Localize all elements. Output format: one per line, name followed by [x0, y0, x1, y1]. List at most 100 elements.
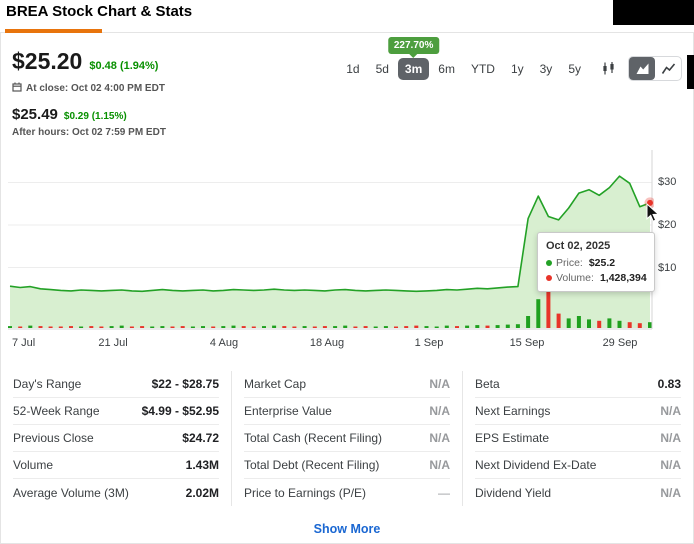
stat-row: Next Dividend Ex-Date N/A [475, 452, 681, 479]
stat-label: Dividend Yield [475, 485, 552, 500]
range-button-5y[interactable]: 5y [561, 58, 588, 80]
stat-value: N/A [429, 377, 450, 391]
range-button-5d[interactable]: 5d [369, 58, 396, 80]
price-chart[interactable] [8, 148, 654, 332]
header-divider [0, 32, 694, 33]
stat-row: EPS Estimate N/A [475, 425, 681, 452]
black-overlay-right-edge [687, 55, 694, 89]
chart-controls: 1d 5d 3m 227.70% 6m YTD 1y 3y 5y [339, 36, 682, 81]
stat-row: Volume 1.43M [13, 452, 219, 479]
area-chart-type-button[interactable] [629, 57, 655, 80]
stat-label: Volume [13, 458, 54, 472]
range-button-3m-label: 3m [404, 61, 423, 76]
x-axis-label: 18 Aug [309, 337, 345, 349]
y-axis-label: $10 [658, 262, 677, 274]
stats-table: Day's Range $22 - $28.75 52-Week Range $… [1, 371, 693, 506]
gain-badge: 227.70% [387, 36, 440, 58]
y-axis-label: $30 [658, 176, 677, 188]
stat-row: Market Cap N/A [244, 371, 450, 398]
x-axis-label: 7 Jul [12, 337, 36, 349]
tooltip-volume-label: Volume: [556, 272, 594, 284]
price-series-dot [546, 260, 552, 266]
time-range-group: 1d 5d 3m 227.70% 6m YTD 1y 3y 5y [339, 36, 588, 80]
x-axis-label: 1 Sep [414, 337, 444, 349]
range-button-ytd[interactable]: YTD [464, 58, 502, 80]
x-axis: 7 Jul 21 Jul 4 Aug 18 Aug 1 Sep 15 Sep 2… [0, 337, 694, 351]
tooltip-price-value: $25.2 [588, 257, 616, 269]
stats-column-fundamentals: Beta 0.83 Next Earnings N/A EPS Estimate… [462, 371, 693, 506]
stat-row: Total Debt (Recent Filing) N/A [244, 452, 450, 479]
x-axis-label: 4 Aug [209, 337, 239, 349]
line-chart-type-button[interactable] [655, 57, 681, 80]
stat-value: N/A [660, 485, 681, 500]
stat-value: $4.99 - $52.95 [141, 404, 219, 418]
stat-label: Average Volume (3M) [13, 485, 129, 500]
quote-block: $25.20 $0.48 (1.94%) At close: Oct 02 4:… [12, 48, 166, 138]
stats-column-ranges: Day's Range $22 - $28.75 52-Week Range $… [1, 371, 231, 506]
x-axis-label: 29 Sep [602, 337, 638, 349]
stat-row: Day's Range $22 - $28.75 [13, 371, 219, 398]
stat-row: Price to Earnings (P/E) — [244, 479, 450, 506]
stat-label: Next Dividend Ex-Date [475, 458, 597, 472]
stat-label: Total Cash (Recent Filing) [244, 431, 383, 445]
range-button-1d[interactable]: 1d [339, 58, 366, 80]
stat-label: Total Debt (Recent Filing) [244, 458, 380, 472]
candlestick-chart-icon [602, 62, 614, 75]
stat-value: N/A [660, 458, 681, 472]
area-chart-icon [636, 63, 648, 74]
stat-value: 1.43M [185, 458, 219, 472]
tooltip-price-label: Price: [556, 257, 583, 269]
stat-value: N/A [660, 404, 681, 418]
stat-label: EPS Estimate [475, 431, 550, 445]
x-axis-label: 21 Jul [98, 337, 128, 349]
chart-type-group [628, 56, 682, 81]
show-more-section: Show More [0, 520, 694, 538]
stats-column-valuation: Market Cap N/A Enterprise Value N/A Tota… [231, 371, 462, 506]
stat-value: $22 - $28.75 [151, 377, 219, 391]
stat-label: Beta [475, 377, 500, 391]
show-more-link[interactable]: Show More [313, 522, 381, 536]
after-hours-price: $25.49 [12, 106, 58, 123]
tooltip-date: Oct 02, 2025 [546, 240, 611, 252]
stat-value: 2.02M [185, 485, 219, 500]
stat-value: N/A [429, 458, 450, 472]
stat-value: N/A [660, 431, 681, 445]
candlestick-chart-type-button[interactable] [596, 57, 620, 80]
stat-row: Previous Close $24.72 [13, 425, 219, 452]
stat-value: — [438, 485, 450, 500]
black-overlay-top-right [613, 0, 694, 25]
stat-value: $24.72 [182, 431, 219, 445]
stat-label: Day's Range [13, 377, 82, 391]
stat-row: Enterprise Value N/A [244, 398, 450, 425]
stat-label: Next Earnings [475, 404, 551, 418]
current-price: $25.20 [12, 48, 83, 74]
calendar-icon [12, 79, 22, 97]
stat-row: Total Cash (Recent Filing) N/A [244, 425, 450, 452]
stat-row: Next Earnings N/A [475, 398, 681, 425]
stat-row: 52-Week Range $4.99 - $52.95 [13, 398, 219, 425]
close-timestamp: At close: Oct 02 4:00 PM EDT [26, 82, 165, 94]
range-button-3m[interactable]: 3m 227.70% [387, 36, 440, 80]
stat-row: Beta 0.83 [475, 371, 681, 398]
stat-label: Enterprise Value [244, 404, 332, 418]
y-axis-label: $20 [658, 219, 677, 231]
title-accent-underline [5, 29, 102, 33]
range-button-3y[interactable]: 3y [533, 58, 560, 80]
stat-value: N/A [429, 431, 450, 445]
page-title: BREA Stock Chart & Stats [6, 3, 193, 20]
range-button-1y[interactable]: 1y [504, 58, 531, 80]
stat-label: Price to Earnings (P/E) [244, 485, 367, 500]
stat-row: Average Volume (3M) 2.02M [13, 479, 219, 506]
chart-tooltip: Oct 02, 2025 Price: $25.2 Volume: 1,428,… [537, 232, 655, 292]
stat-label: Market Cap [244, 377, 307, 391]
stat-value: 0.83 [657, 377, 681, 391]
line-chart-icon [661, 63, 675, 74]
stat-row: Dividend Yield N/A [475, 479, 681, 506]
x-axis-label: 15 Sep [509, 337, 545, 349]
volume-series-dot [546, 275, 552, 281]
price-change: $0.48 (1.94%) [89, 60, 159, 72]
range-button-6m[interactable]: 6m [431, 58, 462, 80]
stat-value: N/A [429, 404, 450, 418]
after-hours-timestamp: After hours: Oct 02 7:59 PM EDT [12, 127, 166, 138]
